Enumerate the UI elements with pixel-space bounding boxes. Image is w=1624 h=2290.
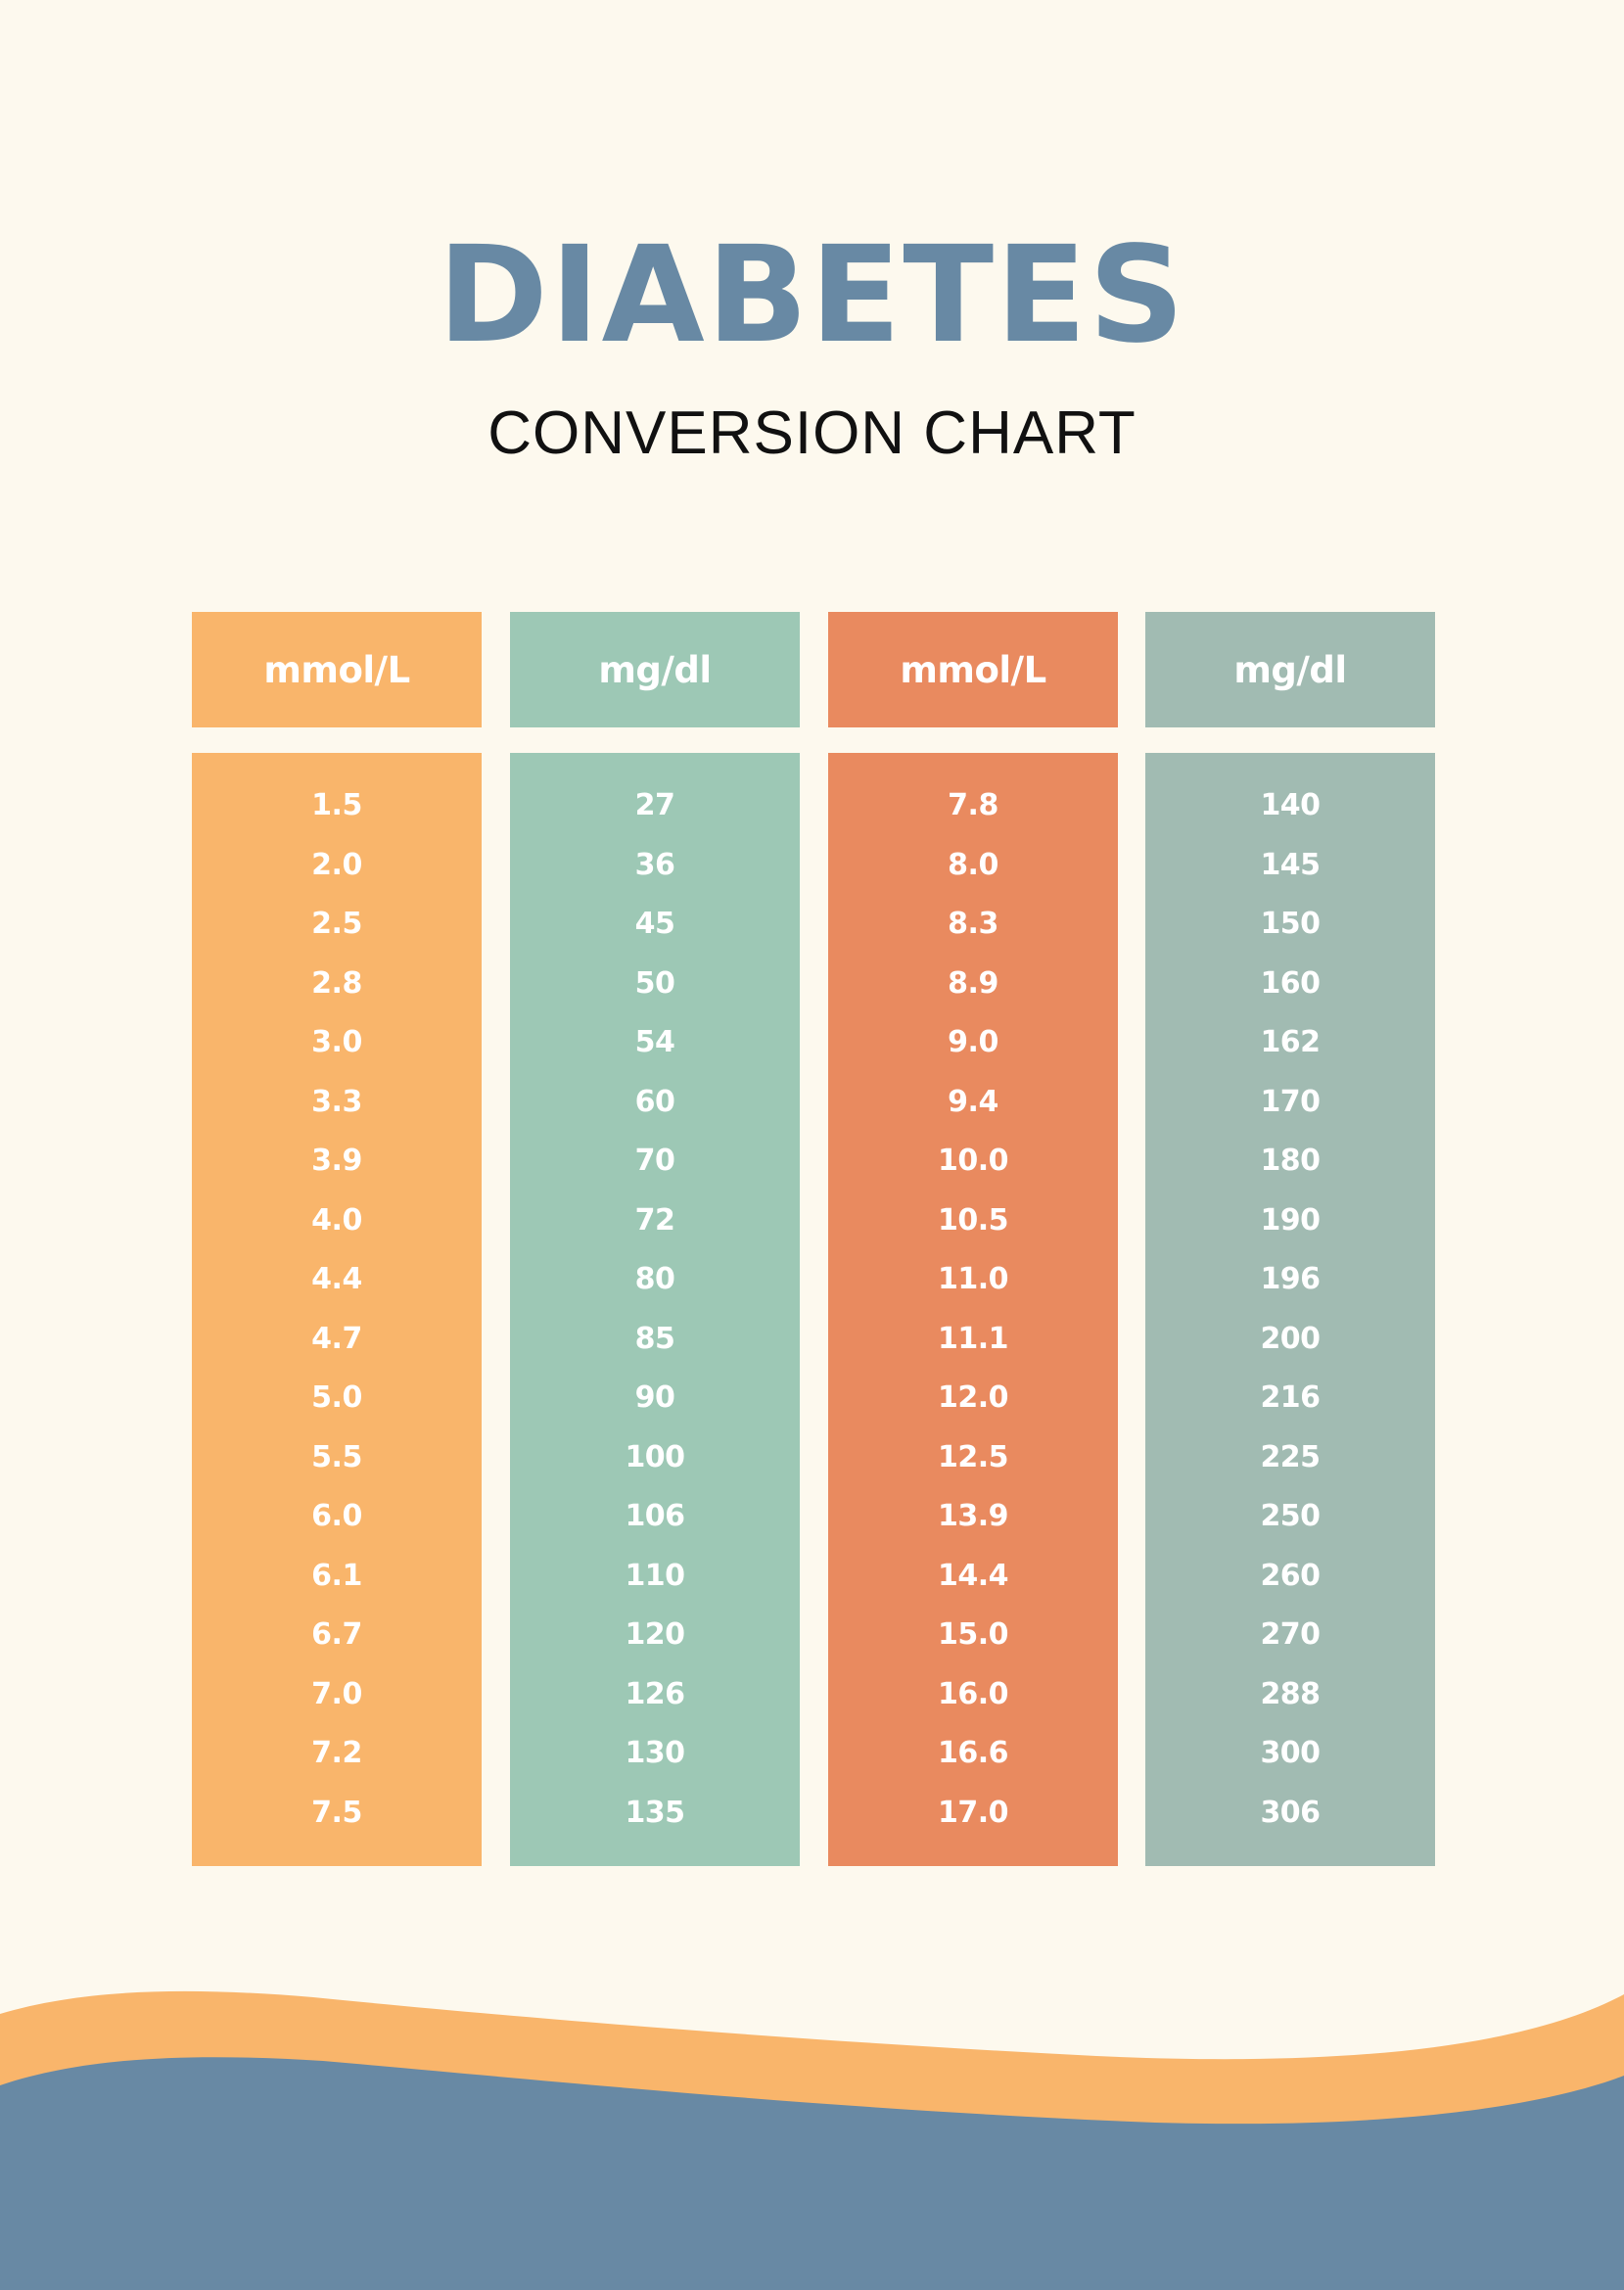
table-cell: 45 bbox=[634, 907, 675, 941]
table-cell: 70 bbox=[634, 1144, 675, 1178]
table-cell: 60 bbox=[634, 1084, 675, 1119]
table-cell: 3.9 bbox=[311, 1144, 362, 1178]
table-cell: 4.0 bbox=[311, 1202, 362, 1238]
table-cell: 6.0 bbox=[311, 1499, 362, 1533]
table-cell: 4.4 bbox=[311, 1262, 362, 1296]
table-cell: 8.3 bbox=[948, 907, 998, 941]
table-cell: 225 bbox=[1260, 1439, 1321, 1474]
table-cell: 16.0 bbox=[937, 1676, 1009, 1711]
table-cell: 8.0 bbox=[948, 847, 998, 882]
table-cell: 8.9 bbox=[948, 965, 998, 1001]
table-cell: 3.3 bbox=[311, 1084, 362, 1119]
table-cell: 27 bbox=[634, 788, 675, 822]
table-cell: 16.6 bbox=[937, 1736, 1009, 1770]
table-cell: 7.5 bbox=[311, 1795, 362, 1830]
table-cell: 120 bbox=[625, 1617, 685, 1652]
table-cell: 12.0 bbox=[937, 1380, 1009, 1415]
table-cell: 135 bbox=[625, 1795, 685, 1830]
page-title: DIABETES bbox=[438, 218, 1186, 373]
decorative-wave bbox=[0, 1990, 1624, 2290]
table-cell: 2.0 bbox=[311, 847, 362, 882]
table-cell: 7.8 bbox=[948, 788, 998, 822]
table-cell: 17.0 bbox=[937, 1795, 1009, 1830]
table-cell: 200 bbox=[1260, 1321, 1321, 1356]
column-body-4 bbox=[1145, 753, 1435, 1866]
table-cell: 4.7 bbox=[311, 1321, 362, 1356]
column-header-1: mmol/L bbox=[192, 612, 482, 727]
table-cell: 50 bbox=[634, 965, 675, 1001]
table-cell: 126 bbox=[625, 1676, 685, 1711]
table-cell: 250 bbox=[1260, 1499, 1321, 1533]
table-cell: 140 bbox=[1260, 788, 1321, 822]
table-cell: 2.8 bbox=[311, 965, 362, 1001]
table-cell: 15.0 bbox=[937, 1617, 1009, 1652]
wave-blue bbox=[0, 2057, 1624, 2290]
table-cell: 260 bbox=[1260, 1558, 1321, 1593]
table-cell: 150 bbox=[1260, 907, 1321, 941]
table-cell: 7.2 bbox=[311, 1736, 362, 1770]
table-cell: 12.5 bbox=[937, 1439, 1009, 1474]
table-cell: 36 bbox=[634, 847, 675, 882]
table-cell: 80 bbox=[634, 1262, 675, 1296]
column-header-3: mmol/L bbox=[828, 612, 1118, 727]
table-cell: 170 bbox=[1260, 1084, 1321, 1119]
table-cell: 110 bbox=[625, 1558, 685, 1593]
column-body-1 bbox=[192, 753, 482, 1866]
table-cell: 10.0 bbox=[937, 1144, 1009, 1178]
table-cell: 288 bbox=[1260, 1676, 1321, 1711]
table-cell: 85 bbox=[634, 1321, 675, 1356]
table-cell: 145 bbox=[1260, 847, 1321, 882]
table-cell: 190 bbox=[1260, 1202, 1321, 1238]
table-cell: 180 bbox=[1260, 1144, 1321, 1178]
table-cell: 270 bbox=[1260, 1617, 1321, 1652]
table-cell: 196 bbox=[1260, 1262, 1321, 1296]
table-cell: 9.0 bbox=[948, 1025, 998, 1059]
column-body-2 bbox=[510, 753, 800, 1866]
table-cell: 90 bbox=[634, 1380, 675, 1415]
table-cell: 100 bbox=[625, 1439, 685, 1474]
table-cell: 106 bbox=[625, 1499, 685, 1533]
table-cell: 306 bbox=[1260, 1795, 1321, 1830]
table-cell: 7.0 bbox=[311, 1676, 362, 1711]
table-cell: 11.0 bbox=[937, 1262, 1009, 1296]
table-cell: 11.1 bbox=[937, 1321, 1009, 1356]
table-cell: 9.4 bbox=[948, 1084, 998, 1119]
table-cell: 10.5 bbox=[937, 1202, 1009, 1238]
table-cell: 6.7 bbox=[311, 1617, 362, 1652]
table-cell: 1.5 bbox=[311, 788, 362, 822]
table-cell: 5.0 bbox=[311, 1380, 362, 1415]
table-cell: 6.1 bbox=[311, 1558, 362, 1593]
table-cell: 14.4 bbox=[937, 1558, 1009, 1593]
page-subtitle: CONVERSION CHART bbox=[487, 399, 1137, 467]
table-cell: 216 bbox=[1260, 1380, 1321, 1415]
column-header-2: mg/dl bbox=[510, 612, 800, 727]
table-cell: 5.5 bbox=[311, 1439, 362, 1474]
table-cell: 300 bbox=[1260, 1736, 1321, 1770]
table-cell: 3.0 bbox=[311, 1025, 362, 1059]
table-cell: 160 bbox=[1260, 965, 1321, 1001]
column-header-4: mg/dl bbox=[1145, 612, 1435, 727]
table-cell: 162 bbox=[1260, 1025, 1321, 1059]
column-body-3 bbox=[828, 753, 1118, 1866]
table-cell: 13.9 bbox=[937, 1499, 1009, 1533]
table-cell: 2.5 bbox=[311, 907, 362, 941]
table-cell: 72 bbox=[634, 1202, 675, 1238]
table-cell: 54 bbox=[634, 1025, 675, 1059]
table-cell: 130 bbox=[625, 1736, 685, 1770]
